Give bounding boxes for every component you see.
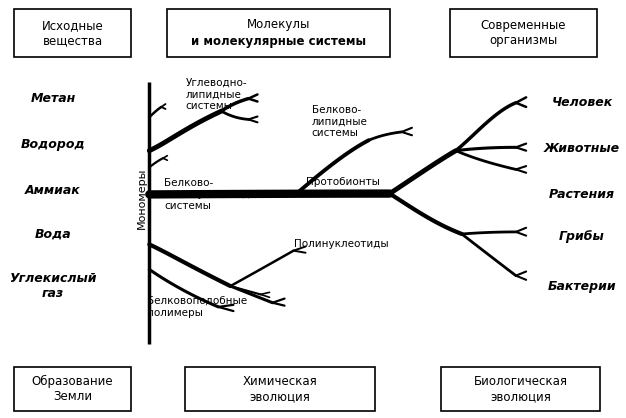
Text: Животные: Животные	[544, 142, 620, 155]
Text: Исходные
вещества: Исходные вещества	[42, 19, 103, 47]
Text: Бактерии: Бактерии	[548, 280, 617, 293]
FancyBboxPatch shape	[185, 367, 375, 411]
FancyBboxPatch shape	[14, 9, 131, 57]
FancyBboxPatch shape	[14, 367, 131, 411]
Text: Вода: Вода	[35, 227, 71, 240]
Text: Образование
Земли: Образование Земли	[32, 375, 113, 403]
Text: Химическая
эволюция: Химическая эволюция	[243, 375, 317, 403]
Text: Метан: Метан	[31, 92, 76, 105]
Text: Растения: Растения	[549, 188, 615, 201]
FancyBboxPatch shape	[167, 9, 390, 57]
Text: Полинуклеотиды: Полинуклеотиды	[294, 240, 388, 250]
Text: Углеводно-
липидные
системы: Углеводно- липидные системы	[185, 78, 247, 111]
FancyBboxPatch shape	[441, 367, 600, 411]
Text: Аммиак: Аммиак	[25, 184, 81, 197]
Text: Мономеры: Мономеры	[136, 168, 146, 229]
Text: Человек: Человек	[552, 96, 613, 109]
Text: Современные
организмы: Современные организмы	[481, 19, 566, 47]
Text: Белково-
липидные
системы: Белково- липидные системы	[312, 105, 367, 138]
Text: Грибы: Грибы	[559, 229, 605, 242]
Text: и молекулярные системы: и молекулярные системы	[191, 35, 366, 48]
FancyBboxPatch shape	[450, 9, 597, 57]
Text: Углекислый
газ: Углекислый газ	[9, 272, 97, 300]
Text: Протобионты: Протобионты	[305, 177, 379, 187]
Text: Водород: Водород	[21, 138, 85, 151]
Text: Молекулы: Молекулы	[247, 18, 310, 31]
Text: Белковоподобные
полимеры: Белковоподобные полимеры	[147, 296, 247, 318]
Text: Биологическая
эволюция: Биологическая эволюция	[473, 375, 567, 403]
Text: Белково-
полинуклеотидные
системы: Белково- полинуклеотидные системы	[164, 178, 271, 211]
